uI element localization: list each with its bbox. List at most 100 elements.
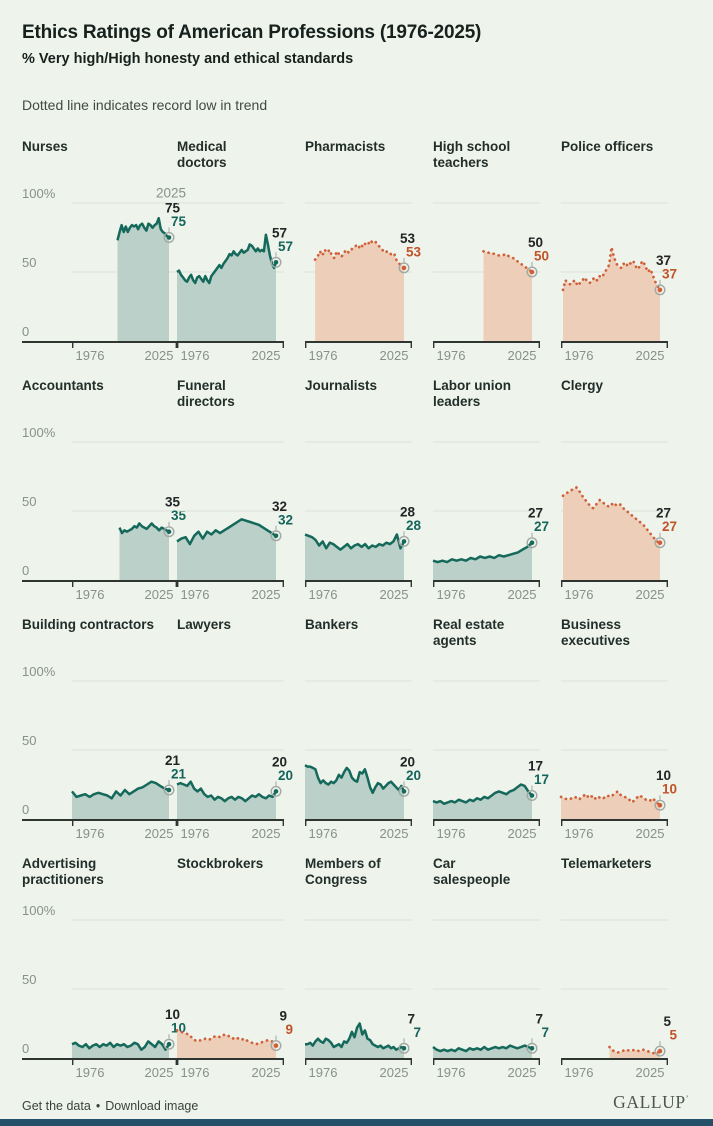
y-axis-label-50: 50 bbox=[22, 733, 36, 748]
end-value-label: 28 bbox=[400, 504, 416, 519]
endpoint-ring bbox=[163, 784, 175, 796]
chart-title-advertising-practitioners: Advertising practitioners bbox=[22, 856, 104, 888]
trend-line bbox=[432, 1044, 533, 1053]
end-year-label: 2025 bbox=[156, 186, 186, 201]
end-value-label-colored: 27 bbox=[534, 519, 549, 534]
chart-cell-bankers: Bankers 1976 2025 20 20 bbox=[304, 617, 433, 843]
endpoint-dot bbox=[166, 235, 172, 240]
x-axis-label-2025: 2025 bbox=[508, 348, 537, 363]
chart-title-accountants: Accountants bbox=[22, 378, 104, 393]
bottom-accent-bar bbox=[0, 1119, 713, 1126]
y-axis-label-100: 100% bbox=[22, 664, 56, 679]
download-image-link[interactable]: Download image bbox=[105, 1099, 199, 1113]
x-axis-label-2025: 2025 bbox=[145, 348, 174, 363]
trend-line bbox=[304, 764, 406, 795]
page-subtitle: % Very high/High honesty and ethical sta… bbox=[22, 51, 354, 67]
trend-line bbox=[313, 238, 406, 270]
y-axis-label-0: 0 bbox=[22, 1041, 29, 1056]
chart-cell-labor-union-leaders: Labor union leaders 1976 2025 27 27 bbox=[432, 378, 561, 604]
endpoint-dot bbox=[273, 789, 279, 794]
end-value-label: 35 bbox=[165, 495, 181, 510]
x-axis-label-1976: 1976 bbox=[181, 587, 210, 602]
chart-cell-accountants: Accountants 100% 50 0 1976 2025 35 35 bbox=[22, 378, 186, 604]
chart-cell-business-executives: Business executives 1976 2025 10 10 bbox=[559, 617, 689, 843]
x-axis-label-1976: 1976 bbox=[309, 1065, 338, 1080]
chart-cell-pharmacists: Pharmacists 1976 2025 53 53 bbox=[304, 139, 433, 365]
end-value-label-colored: 7 bbox=[541, 1025, 549, 1040]
x-axis-label-1976: 1976 bbox=[309, 348, 338, 363]
x-axis-label-2025: 2025 bbox=[252, 826, 281, 841]
x-axis-label-1976: 1976 bbox=[437, 826, 466, 841]
end-value-label: 7 bbox=[407, 1011, 415, 1026]
chart-title-car-salespeople: Car salespeople bbox=[433, 856, 511, 888]
x-axis-label-2025: 2025 bbox=[145, 826, 174, 841]
endpoint-dot bbox=[401, 789, 407, 794]
chart-title-members-of-congress: Members of Congress bbox=[305, 856, 381, 888]
area-fill bbox=[119, 523, 169, 580]
endpoint-dot bbox=[166, 1041, 172, 1047]
endpoint-ring bbox=[398, 785, 410, 797]
x-axis-label-1976: 1976 bbox=[309, 826, 338, 841]
x-axis-label-1976: 1976 bbox=[76, 826, 105, 841]
sparkline-car-salespeople: 1976 2025 77 bbox=[432, 919, 549, 1080]
area-fill bbox=[305, 534, 404, 580]
chart-title-telemarketers: Telemarketers bbox=[561, 856, 652, 871]
trend-line bbox=[176, 518, 277, 546]
end-value-label: 9 bbox=[279, 1009, 287, 1024]
x-axis-label-2025: 2025 bbox=[145, 1065, 174, 1080]
trend-line bbox=[118, 522, 170, 535]
endpoint-dot bbox=[273, 1043, 279, 1048]
endpoint-ring bbox=[270, 530, 282, 542]
get-the-data-link[interactable]: Get the data bbox=[22, 1099, 91, 1113]
footer: Get the data • Download image GALLUP’ bbox=[22, 1092, 689, 1113]
gallup-logo: GALLUP’ bbox=[613, 1092, 689, 1113]
chart-title-journalists: Journalists bbox=[305, 378, 378, 393]
end-value-label: 27 bbox=[656, 506, 671, 521]
end-value-label: 57 bbox=[272, 225, 287, 240]
area-fill bbox=[305, 765, 404, 819]
chart-title-bankers: Bankers bbox=[305, 617, 359, 632]
endpoint-dot bbox=[657, 540, 663, 545]
end-value-label-colored: 37 bbox=[662, 266, 677, 281]
y-axis-label-50: 50 bbox=[22, 972, 36, 987]
trend-line bbox=[561, 485, 662, 545]
endpoint-ring bbox=[654, 1045, 666, 1057]
x-axis-label-2025: 2025 bbox=[380, 1065, 409, 1080]
chart-title-business-executives: Business executives bbox=[561, 617, 631, 649]
endpoint-dot bbox=[166, 787, 172, 793]
trend-line bbox=[176, 780, 278, 803]
end-value-label: 50 bbox=[528, 235, 543, 250]
trend-line bbox=[432, 541, 533, 564]
end-value-label-colored: 27 bbox=[662, 519, 677, 534]
end-value-label-colored: 28 bbox=[406, 518, 422, 533]
x-axis-label-1976: 1976 bbox=[76, 587, 105, 602]
end-value-label-colored: 10 bbox=[662, 782, 677, 797]
endpoint-ring bbox=[163, 232, 175, 244]
chart-title-pharmacists: Pharmacists bbox=[305, 139, 386, 154]
end-value-label: 27 bbox=[528, 506, 543, 521]
area-fill bbox=[563, 247, 660, 341]
area-fill bbox=[561, 791, 660, 819]
trend-line bbox=[71, 1040, 171, 1051]
sparkline-stockbrokers: 1976 2025 99 bbox=[175, 919, 293, 1080]
chart-title-high-school-teachers: High school teachers bbox=[433, 139, 511, 171]
trend-line bbox=[561, 246, 662, 292]
chart-cell-stockbrokers: Stockbrokers 1976 2025 9 9 bbox=[175, 856, 305, 1082]
end-value-label-colored: 9 bbox=[285, 1022, 293, 1037]
trend-line bbox=[304, 533, 406, 551]
footer-links: Get the data • Download image bbox=[22, 1099, 198, 1113]
x-axis-label-1976: 1976 bbox=[437, 348, 466, 363]
chart-cell-nurses: Nurses 100% 50 0 1976 2025 2025 75 75 bbox=[22, 139, 186, 365]
y-axis-label-50: 50 bbox=[22, 255, 36, 270]
end-value-label: 17 bbox=[528, 759, 543, 774]
area-fill bbox=[177, 1030, 276, 1058]
endpoint-ring bbox=[163, 1038, 175, 1050]
x-axis-label-1976: 1976 bbox=[309, 587, 338, 602]
x-axis-label-2025: 2025 bbox=[636, 348, 665, 363]
chart-title-stockbrokers: Stockbrokers bbox=[177, 856, 264, 871]
